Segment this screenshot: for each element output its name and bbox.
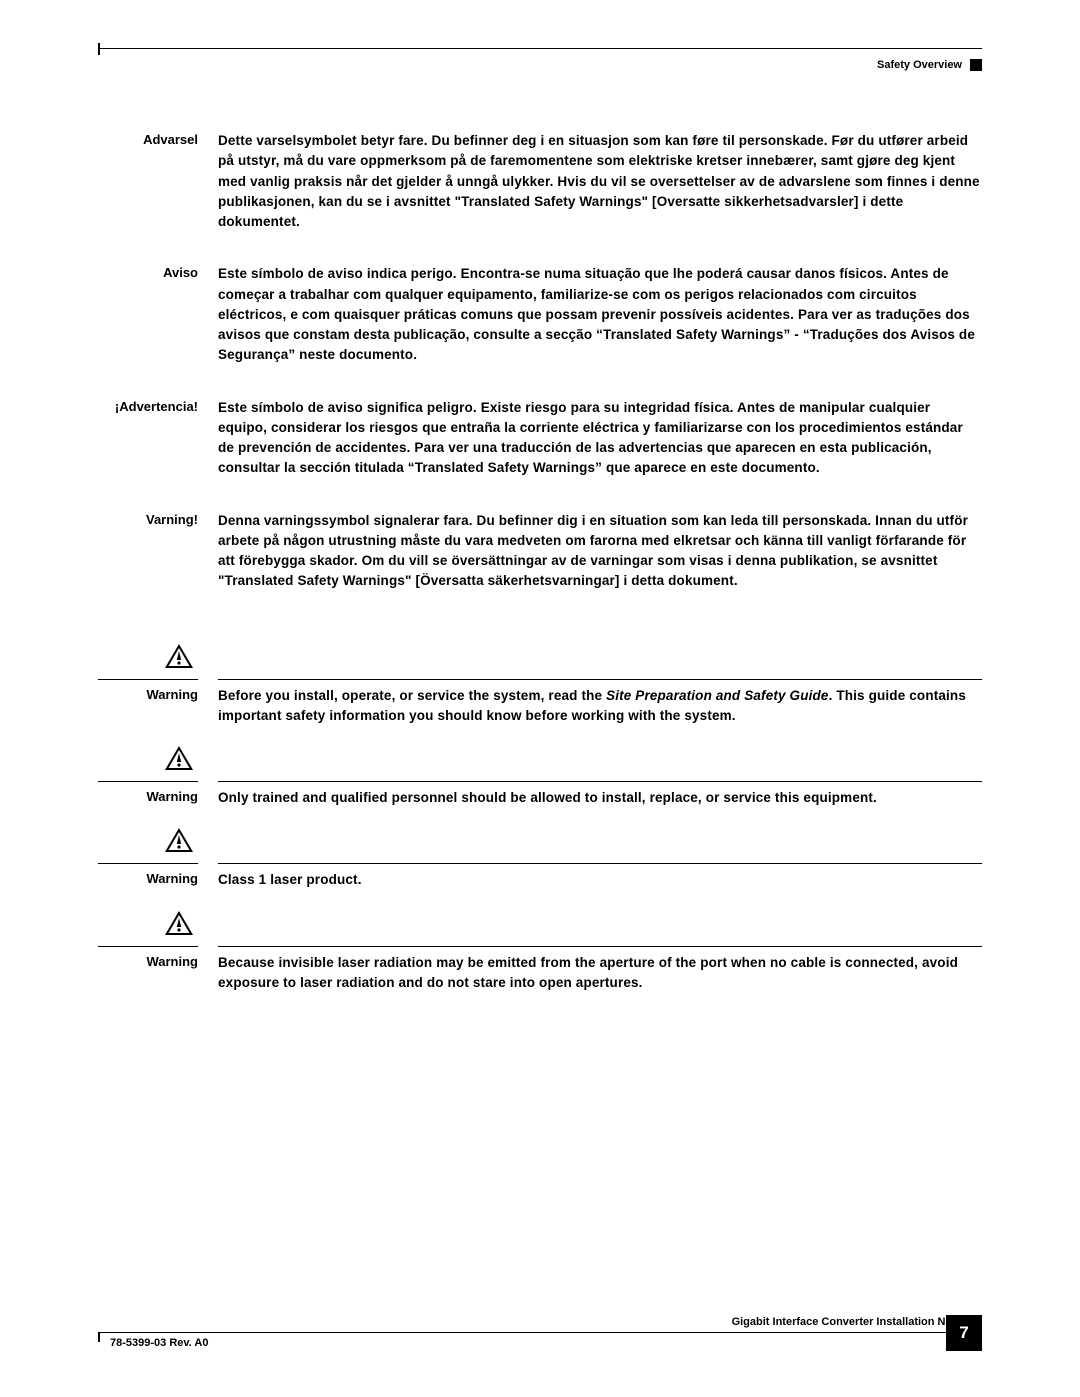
warning-label: Warning <box>98 953 198 969</box>
icon-warning-group: Warning Only trained and qualified perso… <box>98 744 982 808</box>
revision-code: 78-5399-03 Rev. A0 <box>98 1337 208 1349</box>
icon-rule <box>98 781 982 782</box>
document-page: Safety Overview Advarsel Dette varselsym… <box>0 0 1080 1397</box>
warning-text: Because invisible laser radiation may be… <box>218 953 982 994</box>
warning-row-advarsel: Advarsel Dette varselsymbolet betyr fare… <box>98 131 982 232</box>
footer-bottom: 78-5399-03 Rev. A0 7 <box>98 1337 982 1349</box>
warning-text: Este símbolo de aviso significa peligro.… <box>218 398 982 479</box>
warning-text: Only trained and qualified personnel sho… <box>218 788 982 808</box>
icon-warning-group: Warning Before you install, operate, or … <box>98 642 982 727</box>
warning-text: Class 1 laser product. <box>218 870 982 890</box>
icon-warning-group: Warning Class 1 laser product. <box>98 826 982 890</box>
icon-warning-row: Warning Only trained and qualified perso… <box>98 788 982 808</box>
page-footer: Gigabit Interface Converter Installation… <box>98 1316 982 1349</box>
footer-rule-tick <box>98 1332 100 1342</box>
icon-warning-row: Warning Because invisible laser radiatio… <box>98 953 982 994</box>
icon-rule <box>98 679 982 680</box>
warning-triangle-icon <box>163 642 195 670</box>
header-rule-tick <box>98 43 100 55</box>
header-rule <box>98 48 982 49</box>
icon-warning-row: Warning Class 1 laser product. <box>98 870 982 890</box>
warning-text: Dette varselsymbolet betyr fare. Du befi… <box>218 131 982 232</box>
footer-rule <box>98 1332 982 1333</box>
warning-label: Warning <box>98 870 198 886</box>
icon-rule <box>98 863 982 864</box>
translated-warnings-section: Advarsel Dette varselsymbolet betyr fare… <box>98 131 982 592</box>
warning-label: Advarsel <box>98 131 198 147</box>
warning-label: ¡Advertencia! <box>98 398 198 414</box>
warning-row-advertencia: ¡Advertencia! Este símbolo de aviso sign… <box>98 398 982 479</box>
warning-text-pre: Before you install, operate, or service … <box>218 688 606 703</box>
icon-rule <box>98 946 982 947</box>
warning-row-aviso: Aviso Este símbolo de aviso indica perig… <box>98 264 982 365</box>
warning-row-varning: Varning! Denna varningssymbol signalerar… <box>98 511 982 592</box>
warning-label: Warning <box>98 686 198 702</box>
icon-warnings-section: Warning Before you install, operate, or … <box>98 642 982 994</box>
warning-label: Aviso <box>98 264 198 280</box>
warning-triangle-icon <box>163 826 195 854</box>
footer-title-row: Gigabit Interface Converter Installation… <box>98 1316 982 1328</box>
icon-warning-row: Warning Before you install, operate, or … <box>98 686 982 727</box>
warning-label: Varning! <box>98 511 198 527</box>
page-number: 7 <box>946 1315 982 1351</box>
header-marker-icon <box>970 59 982 71</box>
warning-text-italic: Site Preparation and Safety Guide <box>606 688 829 703</box>
running-header: Safety Overview <box>98 59 982 71</box>
icon-warning-group: Warning Because invisible laser radiatio… <box>98 909 982 994</box>
warning-text: Este símbolo de aviso indica perigo. Enc… <box>218 264 982 365</box>
section-title: Safety Overview <box>877 59 962 71</box>
warning-triangle-icon <box>163 744 195 772</box>
warning-text: Denna varningssymbol signalerar fara. Du… <box>218 511 982 592</box>
warning-triangle-icon <box>163 909 195 937</box>
doc-title: Gigabit Interface Converter Installation… <box>732 1316 962 1328</box>
warning-label: Warning <box>98 788 198 804</box>
warning-text: Before you install, operate, or service … <box>218 686 982 727</box>
